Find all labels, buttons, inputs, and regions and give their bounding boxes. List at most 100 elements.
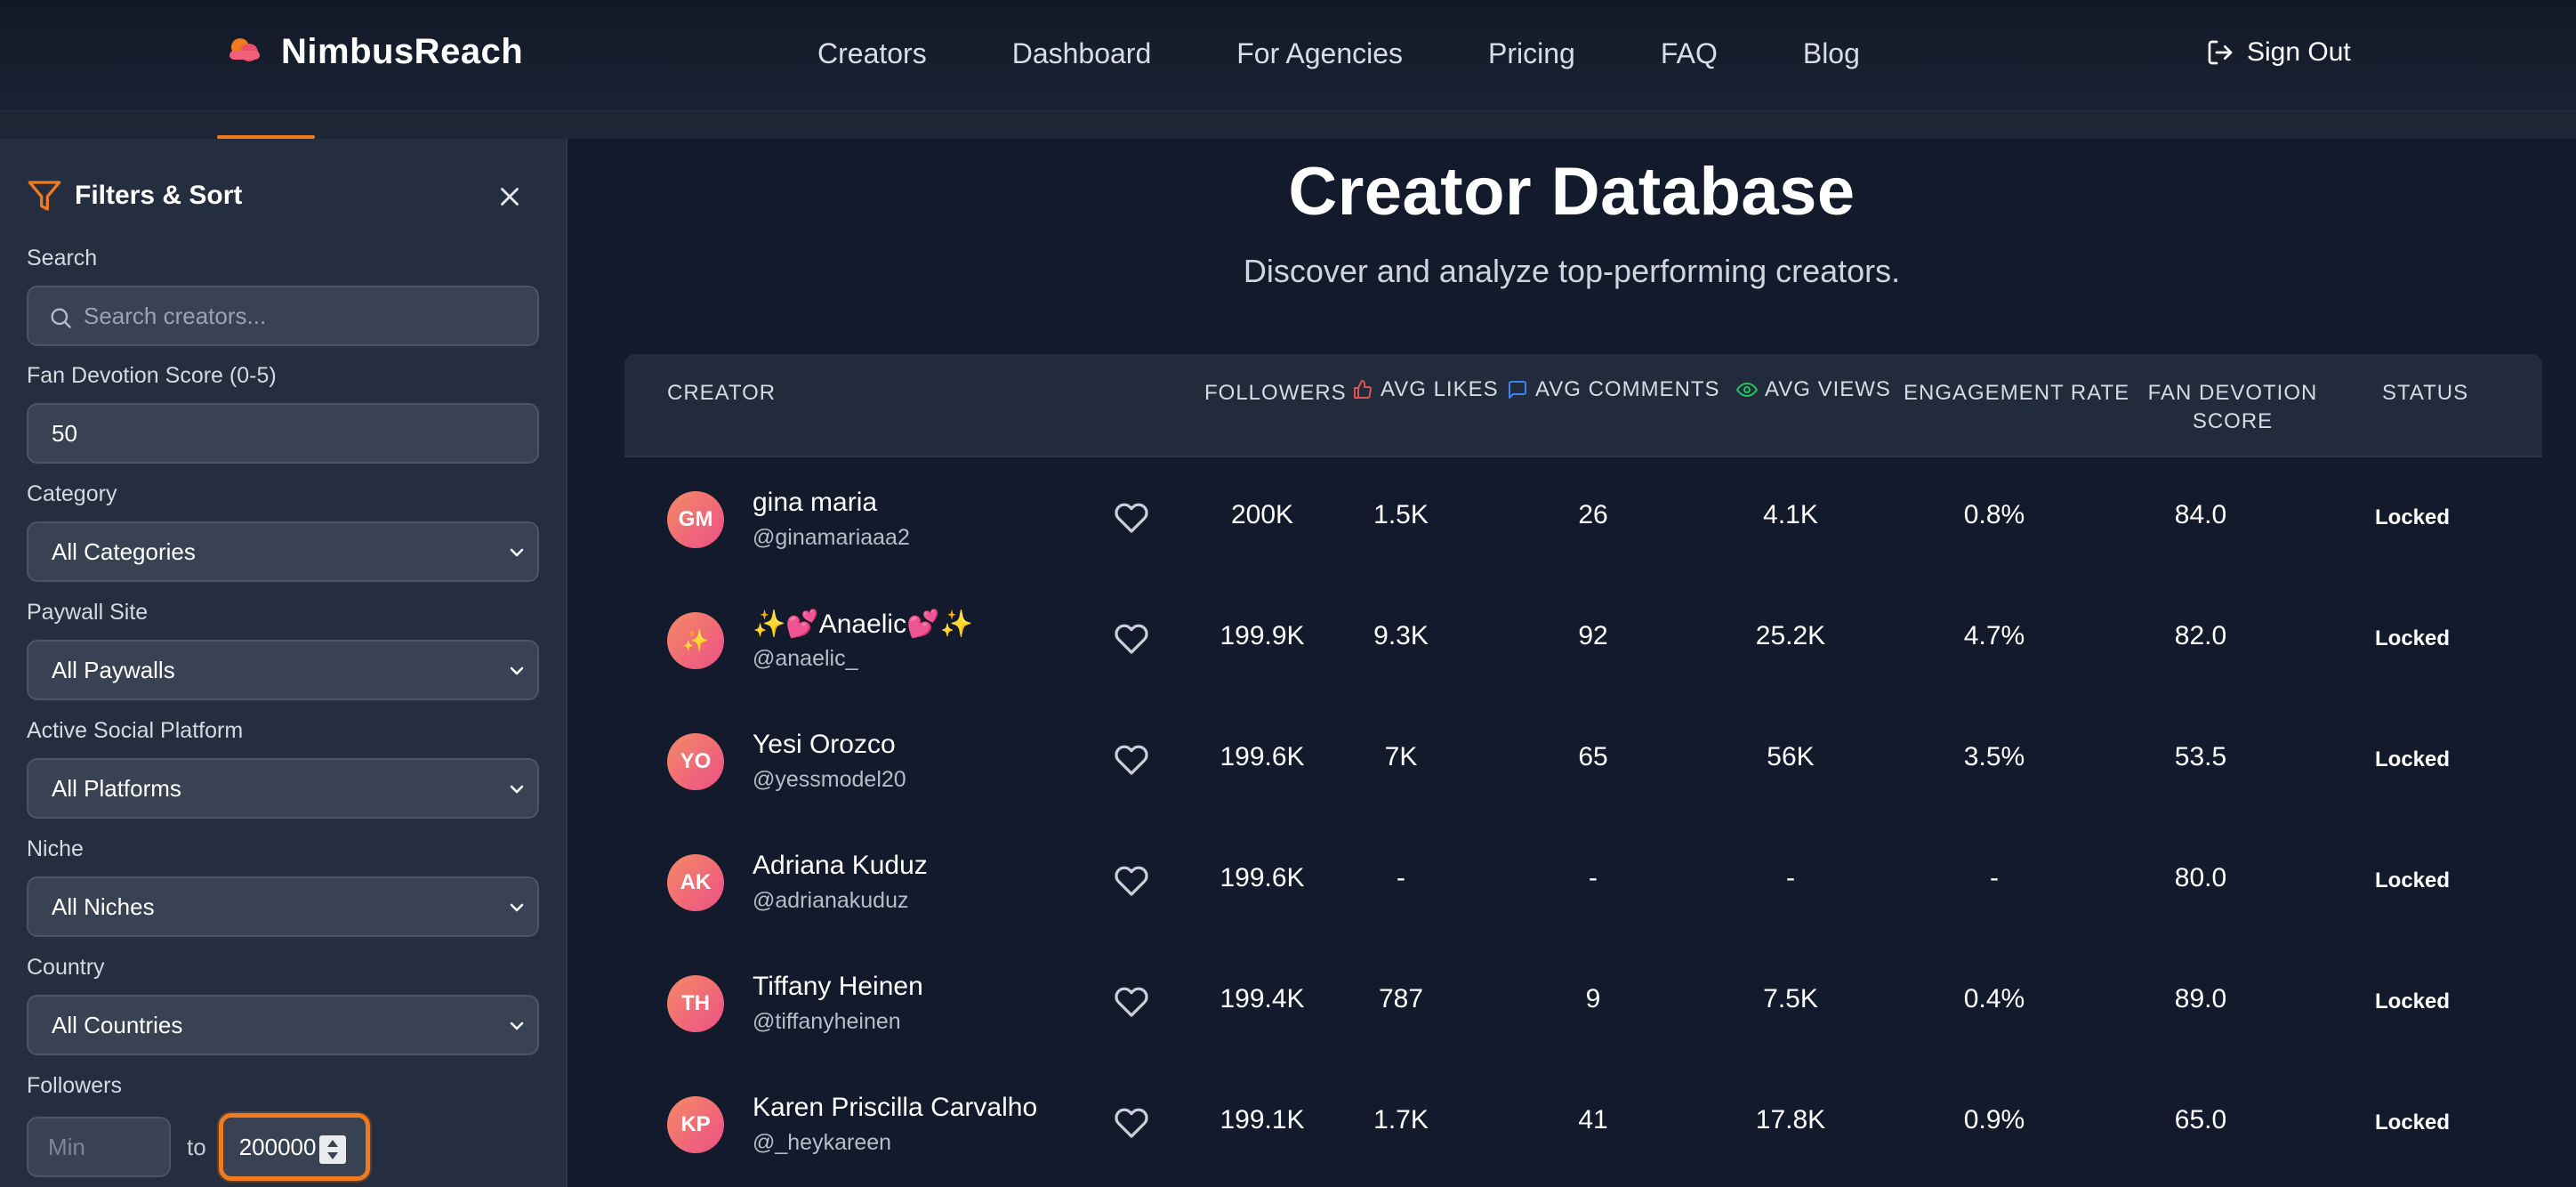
header-followers[interactable]: FOLLOWERS bbox=[1204, 381, 1347, 405]
creator-name[interactable]: Adriana Kuduz bbox=[753, 851, 928, 880]
header-avg-views-label: AVG VIEWS bbox=[1765, 377, 1891, 401]
table-row[interactable]: KP Karen Priscilla Carvalho @_heykareen … bbox=[624, 1062, 2542, 1183]
avg-likes-cell: 1.7K bbox=[1373, 1105, 1429, 1135]
fan-devotion-label: Fan Devotion Score (0-5) bbox=[27, 363, 277, 388]
avg-likes-cell: 7K bbox=[1384, 742, 1418, 771]
header-avg-likes[interactable]: AVG LIKES bbox=[1352, 377, 1499, 402]
status-badge: Locked bbox=[2375, 989, 2451, 1013]
followers-to-label: to bbox=[187, 1133, 206, 1160]
heart-icon[interactable] bbox=[1114, 865, 1149, 897]
header-avg-comments-label: AVG COMMENTS bbox=[1535, 377, 1720, 401]
country-value: All Countries bbox=[52, 1011, 183, 1038]
followers-range: Min to 200000 bbox=[27, 1113, 539, 1181]
creator-name[interactable]: Tiffany Heinen bbox=[753, 972, 923, 1001]
page-title: Creator Database bbox=[1288, 154, 1856, 230]
creator-name[interactable]: Yesi Orozco bbox=[753, 730, 896, 759]
nav-link-creators[interactable]: Creators bbox=[817, 37, 927, 69]
fan-devotion-cell: 80.0 bbox=[2174, 863, 2227, 892]
table-row[interactable]: TH Tiffany Heinen @tiffanyheinen 199.4K … bbox=[624, 941, 2542, 1062]
followers-min-input[interactable]: Min bbox=[27, 1117, 171, 1177]
filters-title: Filters & Sort bbox=[75, 181, 243, 210]
table-row[interactable]: AK Adriana Kuduz @adrianakuduz 199.6K - … bbox=[624, 820, 2542, 941]
platform-select[interactable]: All Platforms bbox=[27, 758, 539, 819]
category-label: Category bbox=[27, 481, 117, 506]
heart-icon[interactable] bbox=[1114, 1107, 1149, 1139]
table-row[interactable]: ✨ ✨💕Anaelic💕✨ @anaelic_ 199.9K 9.3K 92 2… bbox=[624, 578, 2542, 699]
nav-link-blog[interactable]: Blog bbox=[1802, 37, 1860, 69]
engagement-cell: 4.7% bbox=[1963, 621, 2025, 650]
header-fan-devotion-line1[interactable]: FAN DEVOTION bbox=[2147, 381, 2318, 405]
avg-views-cell: 17.8K bbox=[1755, 1105, 1826, 1135]
number-spinner[interactable] bbox=[318, 1135, 346, 1164]
avg-comments-cell: 41 bbox=[1578, 1105, 1608, 1135]
eye-icon bbox=[1736, 382, 1758, 398]
creator-name[interactable]: gina maria bbox=[753, 488, 878, 517]
table-row[interactable]: YO Yesi Orozco @yessmodel20 199.6K 7K 65… bbox=[624, 699, 2542, 820]
country-select[interactable]: All Countries bbox=[27, 995, 539, 1055]
heart-icon[interactable] bbox=[1114, 502, 1149, 534]
creator-handle: @tiffanyheinen bbox=[753, 1009, 901, 1034]
niche-label: Niche bbox=[27, 836, 84, 861]
avatar: KP bbox=[667, 1096, 724, 1153]
search-input[interactable]: Search creators... bbox=[27, 286, 539, 346]
status-badge: Locked bbox=[2375, 868, 2451, 892]
search-label: Search bbox=[27, 246, 98, 271]
status-badge: Locked bbox=[2375, 505, 2451, 529]
nav-links: Creators Dashboard For Agencies Pricing … bbox=[817, 37, 1860, 70]
category-select[interactable]: All Categories bbox=[27, 521, 539, 582]
avg-comments-cell: 26 bbox=[1578, 500, 1608, 529]
platform-label: Active Social Platform bbox=[27, 718, 244, 743]
header-fan-devotion-line2[interactable]: SCORE bbox=[2192, 409, 2274, 433]
niche-field: Niche All Niches bbox=[27, 836, 539, 937]
nav-link-faq[interactable]: FAQ bbox=[1660, 37, 1718, 69]
heart-icon[interactable] bbox=[1114, 986, 1149, 1018]
table-row[interactable]: GM gina maria @ginamariaaa2 200K 1.5K 26… bbox=[624, 457, 2542, 578]
heart-icon[interactable] bbox=[1114, 744, 1149, 776]
fan-devotion-cell: 89.0 bbox=[2174, 984, 2227, 1013]
header-engagement-rate[interactable]: ENGAGEMENT RATE bbox=[1904, 381, 2130, 405]
fan-devotion-cell: 53.5 bbox=[2174, 742, 2227, 771]
avg-likes-cell: - bbox=[1397, 863, 1405, 892]
avatar: GM bbox=[667, 491, 724, 548]
header-creator[interactable]: CREATOR bbox=[667, 381, 777, 405]
cloud-logo-icon bbox=[226, 35, 265, 70]
followers-max-input[interactable]: 200000 bbox=[218, 1113, 370, 1181]
status-badge: Locked bbox=[2375, 1110, 2451, 1135]
filters-header: Filters & Sort bbox=[27, 178, 242, 214]
creator-name[interactable]: Karen Priscilla Carvalho bbox=[753, 1093, 1038, 1122]
avg-comments-cell: 92 bbox=[1578, 621, 1608, 650]
paywall-select[interactable]: All Paywalls bbox=[27, 640, 539, 700]
thumbs-up-icon bbox=[1354, 380, 1372, 399]
platform-field: Active Social Platform All Platforms bbox=[27, 718, 539, 819]
country-label: Country bbox=[27, 955, 105, 980]
engagement-cell: 0.8% bbox=[1963, 500, 2025, 529]
nav-link-for-agencies[interactable]: For Agencies bbox=[1236, 37, 1404, 69]
brand[interactable]: NimbusReach bbox=[226, 32, 523, 72]
heart-icon[interactable] bbox=[1114, 623, 1149, 655]
header-avg-views[interactable]: AVG VIEWS bbox=[1736, 377, 1891, 402]
fan-devotion-input[interactable]: 50 bbox=[27, 403, 539, 464]
avg-views-cell: - bbox=[1786, 863, 1795, 892]
paywall-field: Paywall Site All Paywalls bbox=[27, 600, 539, 700]
page-subtitle: Discover and analyze top-performing crea… bbox=[1243, 253, 1901, 289]
filter-icon bbox=[28, 181, 61, 211]
creator-handle: @yessmodel20 bbox=[753, 767, 906, 792]
fan-devotion-value: 50 bbox=[52, 419, 77, 447]
nav-link-pricing[interactable]: Pricing bbox=[1488, 37, 1575, 69]
niche-select[interactable]: All Niches bbox=[27, 876, 539, 937]
creator-name[interactable]: ✨💕Anaelic💕✨ bbox=[753, 610, 973, 639]
header-status[interactable]: STATUS bbox=[2382, 381, 2469, 405]
paywall-label: Paywall Site bbox=[27, 600, 149, 625]
creator-handle: @adrianakuduz bbox=[753, 888, 909, 913]
top-nav: NimbusReach Creators Dashboard For Agenc… bbox=[0, 0, 2576, 112]
creators-table: CREATOR FOLLOWERS AVG LIKES AVG COMMENTS… bbox=[624, 354, 2542, 1183]
followers-cell: 199.6K bbox=[1220, 863, 1305, 892]
nav-link-dashboard[interactable]: Dashboard bbox=[1011, 37, 1152, 69]
header-avg-comments[interactable]: AVG COMMENTS bbox=[1507, 377, 1720, 402]
followers-cell: 199.9K bbox=[1220, 621, 1305, 650]
followers-field: Followers Min to 200000 bbox=[27, 1073, 539, 1181]
table-header: CREATOR FOLLOWERS AVG LIKES AVG COMMENTS… bbox=[624, 354, 2542, 457]
close-filters-button[interactable] bbox=[495, 182, 525, 212]
table-body: GM gina maria @ginamariaaa2 200K 1.5K 26… bbox=[624, 457, 2542, 1183]
sign-out-button[interactable]: Sign Out bbox=[2206, 37, 2351, 68]
